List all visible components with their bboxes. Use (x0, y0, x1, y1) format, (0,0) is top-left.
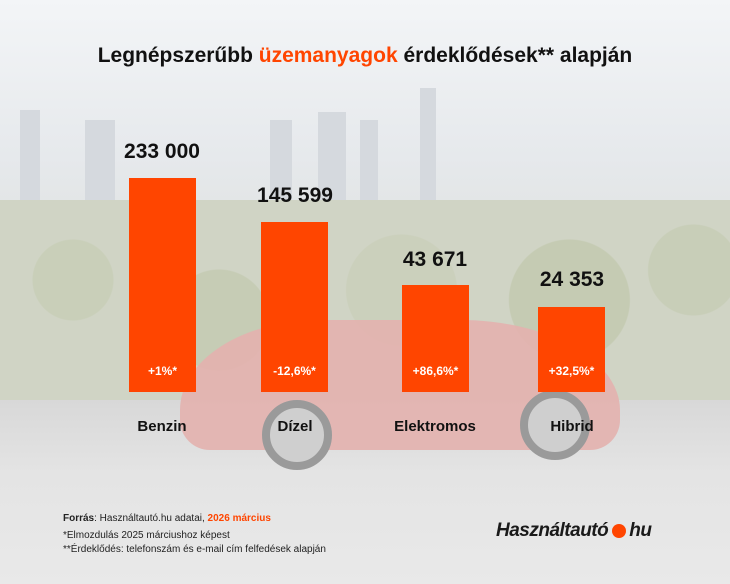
title-highlight: üzemanyagok (258, 44, 398, 67)
bar-hibrid: +32,5%* (538, 307, 605, 392)
source-label: Forrás (63, 513, 95, 524)
category-elektromos: Elektromos (394, 418, 476, 435)
category-dizel: Dízel (277, 418, 313, 435)
logo-text-right: hu (629, 520, 652, 541)
bar-dizel: -12,6%* (261, 222, 328, 392)
title-suffix: érdeklődések** alapján (397, 44, 633, 67)
bar-change-elektromos: +86,6%* (412, 364, 459, 378)
logo-dot-icon (612, 524, 627, 538)
brand-logo: Használtautó hu (496, 520, 652, 542)
bar-value-elektromos: 43 671 (402, 248, 468, 271)
bar-value-benzin: 233 000 (124, 140, 200, 163)
building (318, 112, 346, 212)
car-wheel (520, 390, 590, 460)
bar-elektromos: +86,6%* (402, 285, 469, 392)
car-wheel (262, 400, 332, 470)
source-line: Forrás: Használtautó.hu adatai, 2026 már… (63, 513, 271, 524)
title-prefix: Legnépszerűbb (97, 44, 259, 67)
bar-value-hibrid: 24 353 (539, 268, 605, 291)
building (270, 120, 292, 210)
source-date: 2026 március (207, 513, 271, 524)
bar-change-dizel: -12,6%* (273, 364, 316, 378)
bar-change-benzin: +1%* (147, 364, 178, 378)
category-hibrid: Hibrid (550, 418, 594, 435)
chart-title: Legnépszerűbb üzemanyagok érdeklődések**… (0, 44, 730, 68)
bar-benzin: +1%* (129, 178, 196, 392)
source-text: : Használtautó.hu adatai, (94, 513, 208, 524)
bar-change-hibrid: +32,5%* (548, 364, 595, 378)
building (420, 88, 436, 208)
building (360, 120, 378, 210)
building (20, 110, 40, 210)
logo-text-left: Használtautó (496, 520, 609, 541)
building (85, 120, 115, 210)
bar-value-dizel: 145 599 (257, 184, 333, 207)
category-benzin: Benzin (137, 418, 187, 435)
footnote-change: *Elmozdulás 2025 márciushoz képest (63, 530, 230, 541)
footnote-interest: **Érdeklődés: telefonszám és e-mail cím … (63, 544, 326, 555)
